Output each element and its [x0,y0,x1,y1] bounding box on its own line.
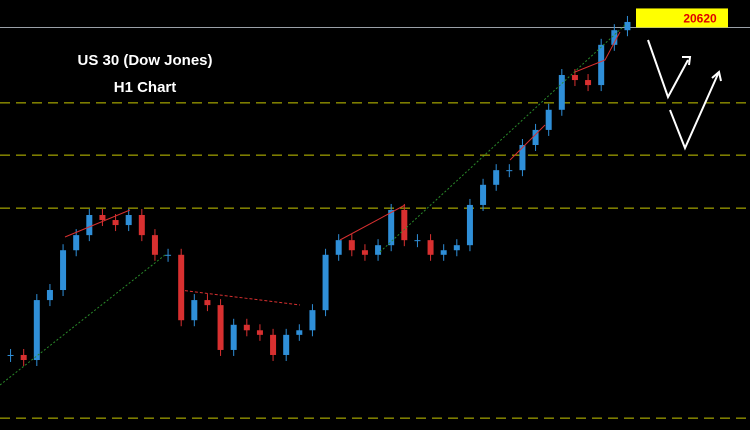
candle [375,245,382,255]
candle [558,75,565,110]
candle [86,215,93,236]
trend-line [0,254,166,386]
candle [309,310,316,331]
candle [493,170,500,185]
candle [204,300,211,306]
trend-line [339,204,406,241]
candle [440,250,447,255]
candle [348,240,355,251]
arrow [647,39,689,100]
candle [427,240,434,255]
candle [20,354,27,361]
candle [388,209,395,246]
annotations [0,24,722,386]
candle [112,220,119,226]
candle [571,75,578,81]
candle [178,254,185,321]
arrow-head [682,56,692,66]
candle [335,240,342,255]
candle [453,245,460,251]
candle [165,254,172,256]
trend-line [509,124,546,161]
candle [191,300,198,321]
candle [598,44,605,86]
chart-title: US 30 (Dow Jones) [77,52,212,69]
candle [7,354,14,356]
candle [361,250,368,255]
candles [7,15,631,367]
candle [466,204,473,246]
candle [322,254,329,311]
trend-line [574,31,621,73]
price-marker: 20620 [636,8,728,28]
candle [33,300,40,361]
candle [480,184,487,205]
candle [624,21,631,31]
candle [230,324,237,350]
trend-line [64,209,131,238]
candle [545,109,552,130]
candle [125,215,132,226]
candle [217,305,224,350]
candle [296,330,303,335]
candle [532,129,539,146]
chart-subtitle: H1 Chart [114,79,177,96]
trend-line [179,289,301,306]
candle [99,215,106,221]
price-box [636,8,728,28]
candle [138,215,145,236]
candle [46,290,53,301]
arrow [669,73,719,151]
candle [60,250,67,291]
candle [270,334,277,355]
candle [151,235,158,255]
candle [401,209,408,241]
candle [585,80,592,86]
candle [256,330,263,335]
candle [506,170,513,172]
price-label: 20620 [683,11,717,25]
candle [73,235,80,251]
candle [519,145,526,171]
arrow-head [711,70,722,82]
candle [243,324,250,331]
candle [611,30,618,45]
candle [283,334,290,355]
candle [414,240,421,242]
